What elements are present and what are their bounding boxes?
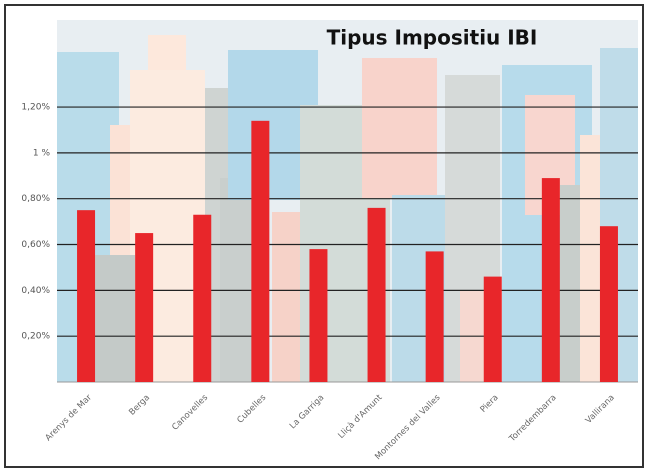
y-tick-label: 1,20% bbox=[21, 103, 50, 113]
y-tick-label: 0,80% bbox=[21, 194, 50, 204]
bar bbox=[135, 233, 153, 382]
bar bbox=[368, 208, 386, 382]
bar bbox=[77, 210, 95, 382]
bar bbox=[309, 249, 327, 382]
y-tick-label: 0,20% bbox=[21, 332, 50, 342]
bar bbox=[484, 277, 502, 382]
bar bbox=[600, 226, 618, 382]
chart-title: Tipus Impositiu IBI bbox=[327, 26, 538, 50]
bar bbox=[193, 215, 211, 382]
bar bbox=[426, 251, 444, 382]
bar bbox=[251, 121, 269, 382]
y-tick-label: 0,60% bbox=[21, 240, 50, 250]
chart: Tipus Impositiu IBI 0,20% 0,40% 0,60% 0,80%… bbox=[0, 0, 649, 473]
y-tick-label: 1 % bbox=[33, 148, 51, 158]
y-tick-label: 0,40% bbox=[21, 286, 50, 296]
bar bbox=[542, 178, 560, 382]
